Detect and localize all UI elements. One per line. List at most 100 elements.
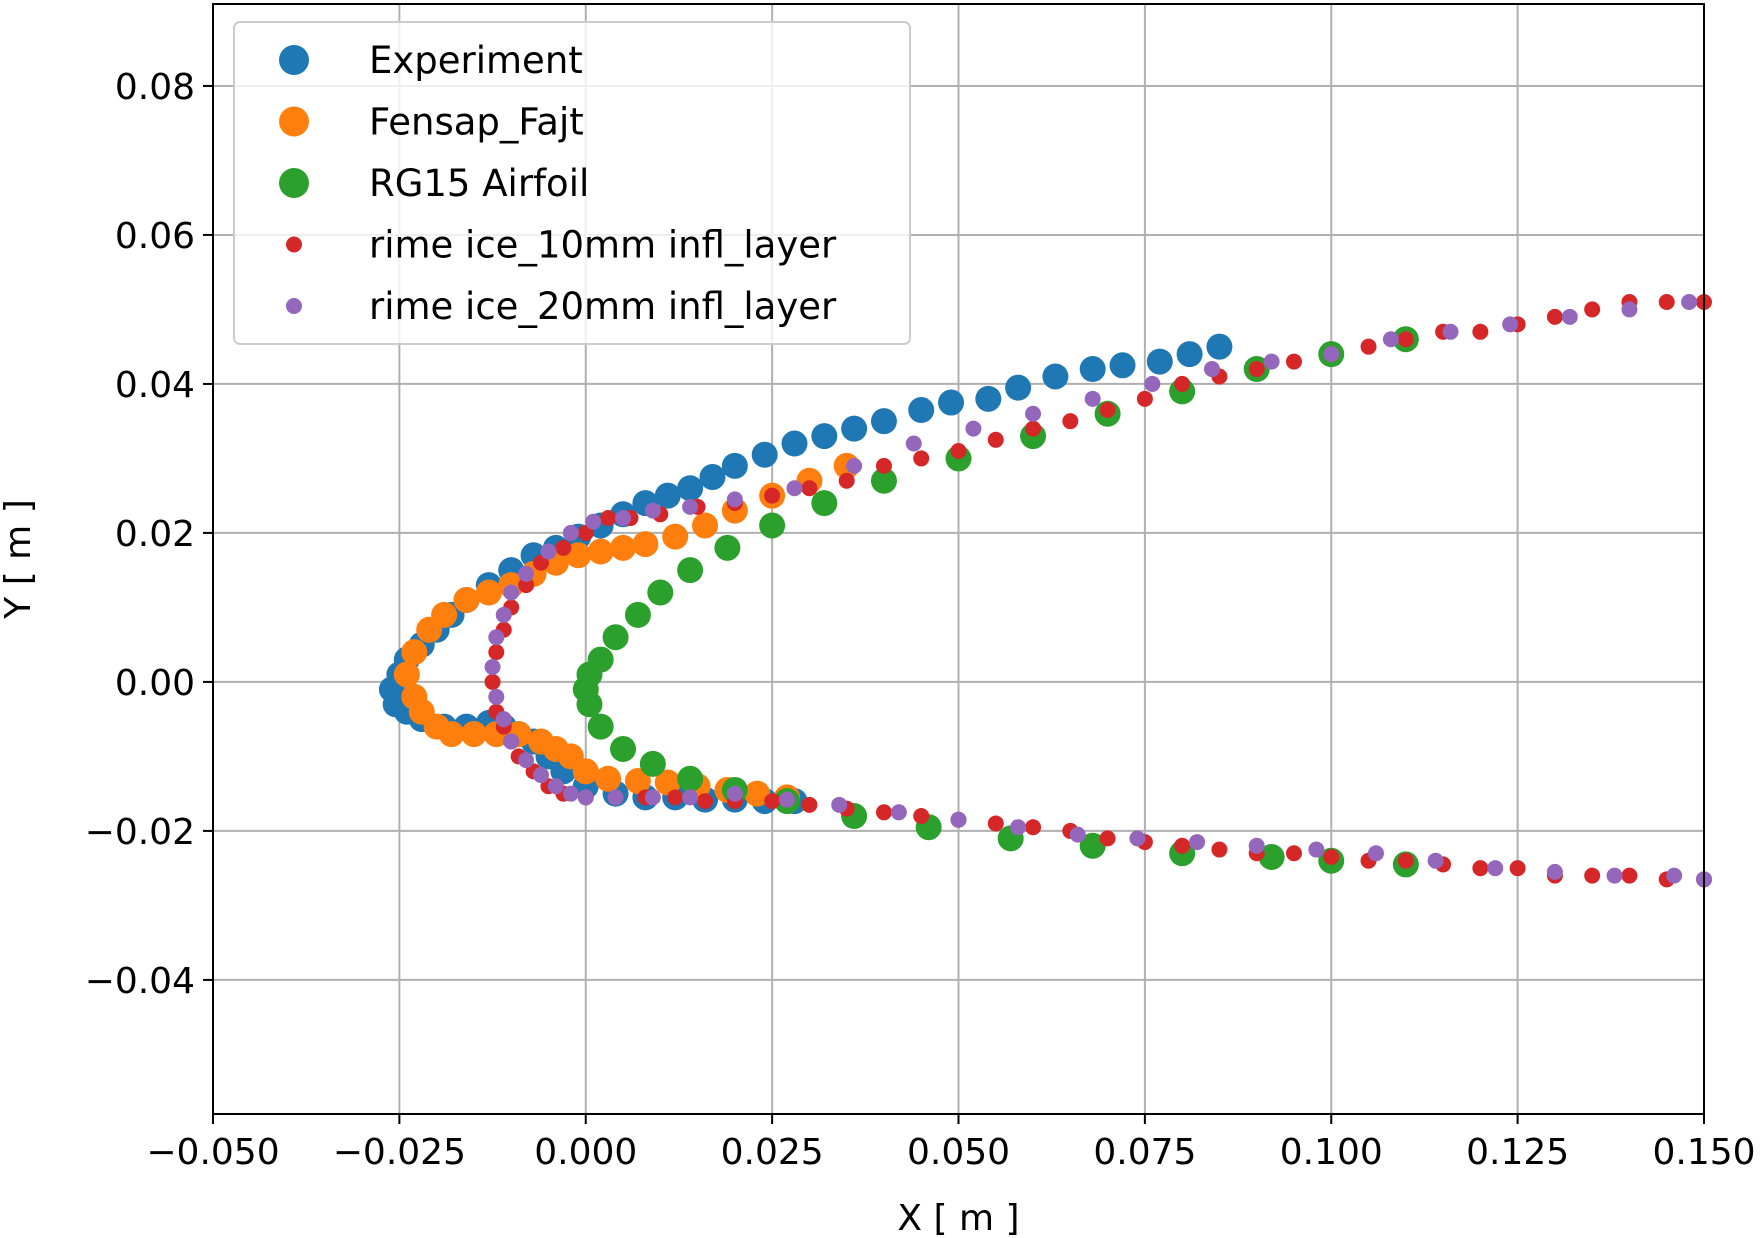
data-point	[682, 498, 699, 515]
y-tick-label: −0.02	[85, 812, 195, 853]
data-point	[1025, 819, 1042, 836]
data-point	[438, 721, 465, 748]
data-point	[965, 420, 982, 437]
data-point	[503, 584, 520, 601]
data-point	[1069, 826, 1086, 843]
data-point	[875, 457, 892, 474]
data-point	[595, 765, 622, 792]
x-tick-label: 0.100	[1280, 1132, 1383, 1173]
data-point	[1308, 841, 1325, 858]
data-point	[870, 467, 897, 494]
data-point	[576, 691, 603, 718]
data-point	[1025, 405, 1042, 422]
series-1	[393, 452, 860, 811]
data-point	[644, 502, 661, 519]
data-point	[495, 711, 512, 728]
data-point	[1427, 852, 1444, 869]
data-point	[488, 644, 505, 661]
legend-marker	[279, 168, 309, 198]
data-point	[453, 586, 480, 613]
data-point	[1005, 374, 1032, 401]
data-point	[610, 534, 637, 561]
data-point	[1397, 331, 1414, 348]
data-point	[779, 791, 796, 808]
data-point	[585, 513, 602, 530]
data-point	[518, 577, 535, 594]
data-point	[677, 557, 704, 584]
data-point	[495, 606, 512, 623]
data-point	[1502, 316, 1519, 333]
data-point	[460, 721, 487, 748]
legend-label: RG15 Airfoil	[369, 162, 589, 205]
y-tick-label: −0.04	[85, 961, 195, 1002]
data-point	[764, 793, 781, 810]
data-point	[577, 789, 594, 806]
data-point	[540, 543, 557, 560]
legend-marker	[279, 45, 309, 75]
data-point	[831, 796, 848, 813]
legend-marker	[286, 236, 302, 253]
data-point	[518, 752, 535, 769]
data-point	[503, 733, 520, 750]
data-point	[908, 397, 935, 424]
data-point	[1062, 413, 1079, 430]
data-point	[632, 531, 659, 558]
data-point	[1323, 848, 1340, 865]
data-points	[378, 293, 1712, 888]
data-point	[1010, 819, 1027, 836]
y-axis-label: Y [ m ]	[0, 499, 39, 619]
data-point	[518, 565, 535, 582]
data-point	[587, 538, 614, 565]
data-point	[1666, 867, 1683, 884]
data-point	[1397, 852, 1414, 869]
data-point	[654, 769, 681, 796]
data-point	[987, 431, 1004, 448]
x-tick-label: 0.150	[1652, 1132, 1755, 1173]
data-point	[602, 624, 629, 651]
data-point	[1472, 323, 1489, 340]
data-point	[401, 639, 428, 666]
data-point	[1546, 308, 1563, 325]
data-point	[1658, 293, 1675, 310]
legend-label: Fensap_Fajt	[369, 101, 584, 144]
data-point	[950, 811, 967, 828]
y-tick-label: 0.06	[115, 216, 195, 257]
data-point	[600, 510, 617, 527]
data-point	[801, 796, 818, 813]
y-tick-label: 0.04	[115, 365, 195, 406]
data-point	[726, 785, 743, 802]
data-point	[565, 542, 592, 569]
data-point	[1382, 331, 1399, 348]
data-point	[721, 452, 748, 479]
x-axis-label: X [ m ]	[897, 1198, 1019, 1238]
data-point	[475, 579, 502, 606]
data-point	[1584, 301, 1601, 318]
legend: Experiment Fensap_Fajt RG15 Airfoil rime ic…	[233, 21, 911, 345]
data-point	[811, 423, 838, 450]
data-point	[607, 789, 624, 806]
y-tick-label: 0.08	[115, 67, 195, 108]
data-point	[846, 457, 863, 474]
x-tick-label: 0.125	[1466, 1132, 1569, 1173]
data-point	[667, 789, 684, 806]
data-point	[975, 385, 1002, 412]
legend-box	[233, 21, 911, 345]
data-point	[1099, 402, 1116, 419]
data-point	[1681, 293, 1698, 310]
data-point	[801, 480, 818, 497]
data-point	[838, 472, 855, 489]
data-point	[533, 767, 550, 784]
data-point	[677, 765, 704, 792]
data-point	[416, 616, 443, 643]
data-point	[1042, 363, 1069, 390]
data-point	[938, 389, 965, 416]
data-point	[697, 793, 714, 810]
ticks: −0.050 −0.025 0.000 0.025 0.050 0.075 0.100 0.1…	[85, 67, 1756, 1173]
data-point	[1176, 341, 1203, 368]
data-point	[890, 804, 907, 821]
data-point	[1144, 375, 1161, 392]
data-point	[950, 442, 967, 459]
data-point	[1584, 867, 1601, 884]
data-point	[1509, 860, 1526, 877]
